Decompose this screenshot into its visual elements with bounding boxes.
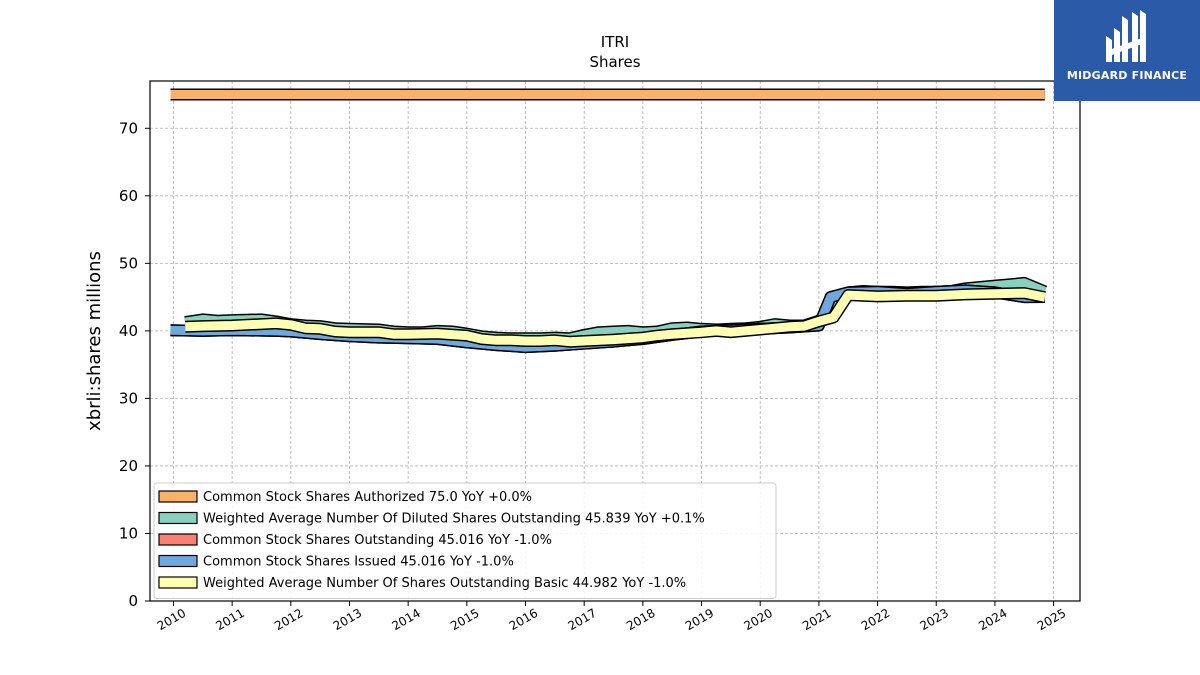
x-tick-label: 2023 (918, 606, 951, 633)
x-tick-label: 2013 (331, 606, 364, 633)
legend: Common Stock Shares Authorized 75.0 YoY … (153, 482, 777, 599)
legend-box (153, 482, 777, 599)
x-tick-label: 2017 (565, 606, 598, 633)
legend-swatch (158, 576, 198, 589)
y-tick-label: 10 (119, 524, 138, 542)
brand-name: MIDGARD FINANCE (1066, 69, 1188, 82)
x-ticks: 2010 2011 2012 2013 2014 2015 2016 2017 2018 2019… (155, 601, 1068, 633)
y-tick-label: 70 (119, 119, 138, 137)
y-tick-label: 30 (119, 389, 138, 407)
x-tick-label: 2014 (389, 606, 422, 633)
chart-subtitle: Shares (589, 53, 640, 71)
x-tick-label: 2020 (741, 606, 774, 633)
y-axis-label: xbrli:shares millions (84, 251, 105, 431)
x-tick-label: 2024 (976, 606, 1009, 633)
y-tick-label: 40 (119, 322, 138, 340)
legend-entry: Weighted Average Number Of Shares Outsta… (203, 576, 686, 591)
x-tick-label: 2015 (448, 606, 481, 633)
y-tick-label: 60 (119, 187, 138, 205)
y-tick-label: 0 (128, 592, 138, 610)
legend-swatch (158, 511, 198, 525)
legend-swatch (158, 490, 198, 503)
plot-frame (149, 80, 1081, 602)
x-tick-label: 2019 (683, 606, 716, 633)
x-tick-label: 2011 (213, 606, 246, 633)
brand-mark-icon (1106, 10, 1146, 62)
legend-entry: Common Stock Shares Issued 45.016 YoY -1… (203, 555, 514, 570)
y-tick-label: 50 (119, 254, 138, 272)
x-tick-label: 2016 (507, 606, 540, 633)
x-tick-label: 2022 (859, 606, 892, 633)
x-tick-label: 2025 (1035, 606, 1068, 633)
x-tick-label: 2021 (800, 606, 833, 633)
legend-entry: Common Stock Shares Authorized 75.0 YoY … (203, 490, 532, 505)
y-tick-label: 20 (119, 457, 138, 475)
x-tick-label: 2012 (272, 606, 305, 633)
legend-swatch (158, 533, 198, 546)
y-ticks: 0 10 20 30 40 50 60 70 (119, 119, 150, 610)
series-line (185, 288, 1046, 347)
legend-entry: Common Stock Shares Outstanding 45.016 Y… (203, 533, 552, 548)
brand-logo: MIDGARD FINANCE (1054, 0, 1200, 101)
x-tick-label: 2010 (155, 606, 188, 633)
series-outline (184, 287, 1046, 348)
series-layer (170, 88, 1048, 354)
legend-entry: Weighted Average Number Of Diluted Share… (203, 512, 705, 527)
chart-title: ITRI (601, 33, 629, 51)
x-tick-label: 2018 (624, 606, 657, 633)
legend-swatch (158, 554, 198, 568)
